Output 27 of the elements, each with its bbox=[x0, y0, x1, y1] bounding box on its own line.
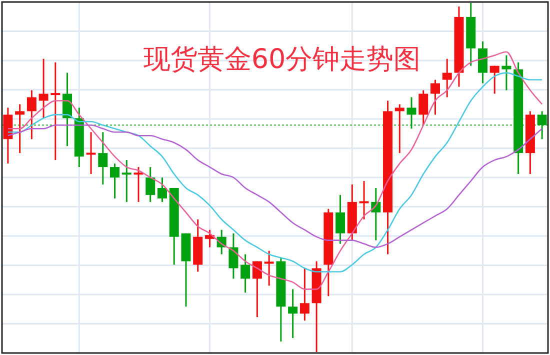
candlestick bbox=[228, 232, 238, 280]
candlestick bbox=[240, 254, 250, 294]
candlestick bbox=[38, 58, 48, 119]
candlestick bbox=[394, 103, 404, 154]
candlestick bbox=[122, 159, 132, 203]
candlestick bbox=[110, 162, 120, 200]
candlestick bbox=[26, 90, 36, 140]
candlestick bbox=[288, 288, 298, 339]
candlestick bbox=[146, 166, 156, 203]
candlestick bbox=[50, 62, 60, 161]
candlestick bbox=[264, 250, 274, 286]
candlestick bbox=[406, 96, 416, 130]
candlestick bbox=[537, 110, 547, 140]
candlestick bbox=[98, 131, 108, 186]
candlestick bbox=[336, 194, 346, 245]
candlestick bbox=[86, 131, 96, 175]
candlestick bbox=[418, 90, 428, 126]
candlestick bbox=[204, 229, 214, 248]
candlestick bbox=[430, 79, 440, 116]
candlestick bbox=[157, 176, 167, 203]
candlestick bbox=[15, 103, 25, 154]
candlestick bbox=[490, 65, 500, 94]
candlestick bbox=[359, 180, 369, 220]
text: 现货黄金60分钟走势图 bbox=[143, 44, 421, 75]
candlestick bbox=[300, 267, 310, 322]
candlestick bbox=[442, 58, 452, 98]
candlestick bbox=[502, 54, 512, 91]
